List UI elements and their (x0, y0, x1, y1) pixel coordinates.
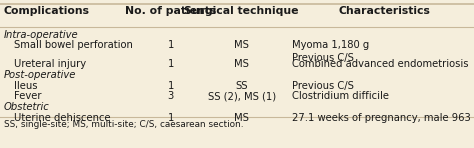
Text: Clostridium difficile: Clostridium difficile (292, 91, 389, 102)
Text: Surgical technique: Surgical technique (184, 6, 299, 16)
Text: Combined advanced endometriosis: Combined advanced endometriosis (292, 59, 468, 70)
Text: Ileus: Ileus (14, 81, 38, 91)
Text: Complications: Complications (4, 6, 90, 16)
Text: Intra-operative: Intra-operative (4, 30, 78, 40)
Text: MS: MS (234, 113, 249, 123)
Text: Ureteral injury: Ureteral injury (14, 59, 86, 70)
Text: Myoma 1,180 g
Previous C/S: Myoma 1,180 g Previous C/S (292, 40, 369, 63)
Text: MS: MS (234, 40, 249, 50)
Text: SS (2), MS (1): SS (2), MS (1) (208, 91, 276, 102)
Text: Uterine dehiscence: Uterine dehiscence (14, 113, 111, 123)
Text: Small bowel perforation: Small bowel perforation (14, 40, 133, 50)
Text: 27.1 weeks of pregnancy, male 963 g, neonatal death: 27.1 weeks of pregnancy, male 963 g, neo… (292, 113, 474, 123)
Text: 1: 1 (167, 59, 174, 70)
Text: Fever: Fever (14, 91, 42, 102)
Text: Characteristics: Characteristics (338, 6, 430, 16)
Text: 1: 1 (167, 113, 174, 123)
Text: 1: 1 (167, 40, 174, 50)
Text: MS: MS (234, 59, 249, 70)
Text: 3: 3 (167, 91, 174, 102)
Text: Obstetric: Obstetric (4, 102, 50, 112)
Text: SS: SS (236, 81, 248, 91)
Text: No. of patients: No. of patients (125, 6, 216, 16)
Text: Previous C/S: Previous C/S (292, 81, 354, 91)
Text: SS, single-site; MS, multi-site; C/S, caesarean section.: SS, single-site; MS, multi-site; C/S, ca… (4, 120, 243, 129)
Text: 1: 1 (167, 81, 174, 91)
Text: Post-operative: Post-operative (4, 70, 76, 80)
